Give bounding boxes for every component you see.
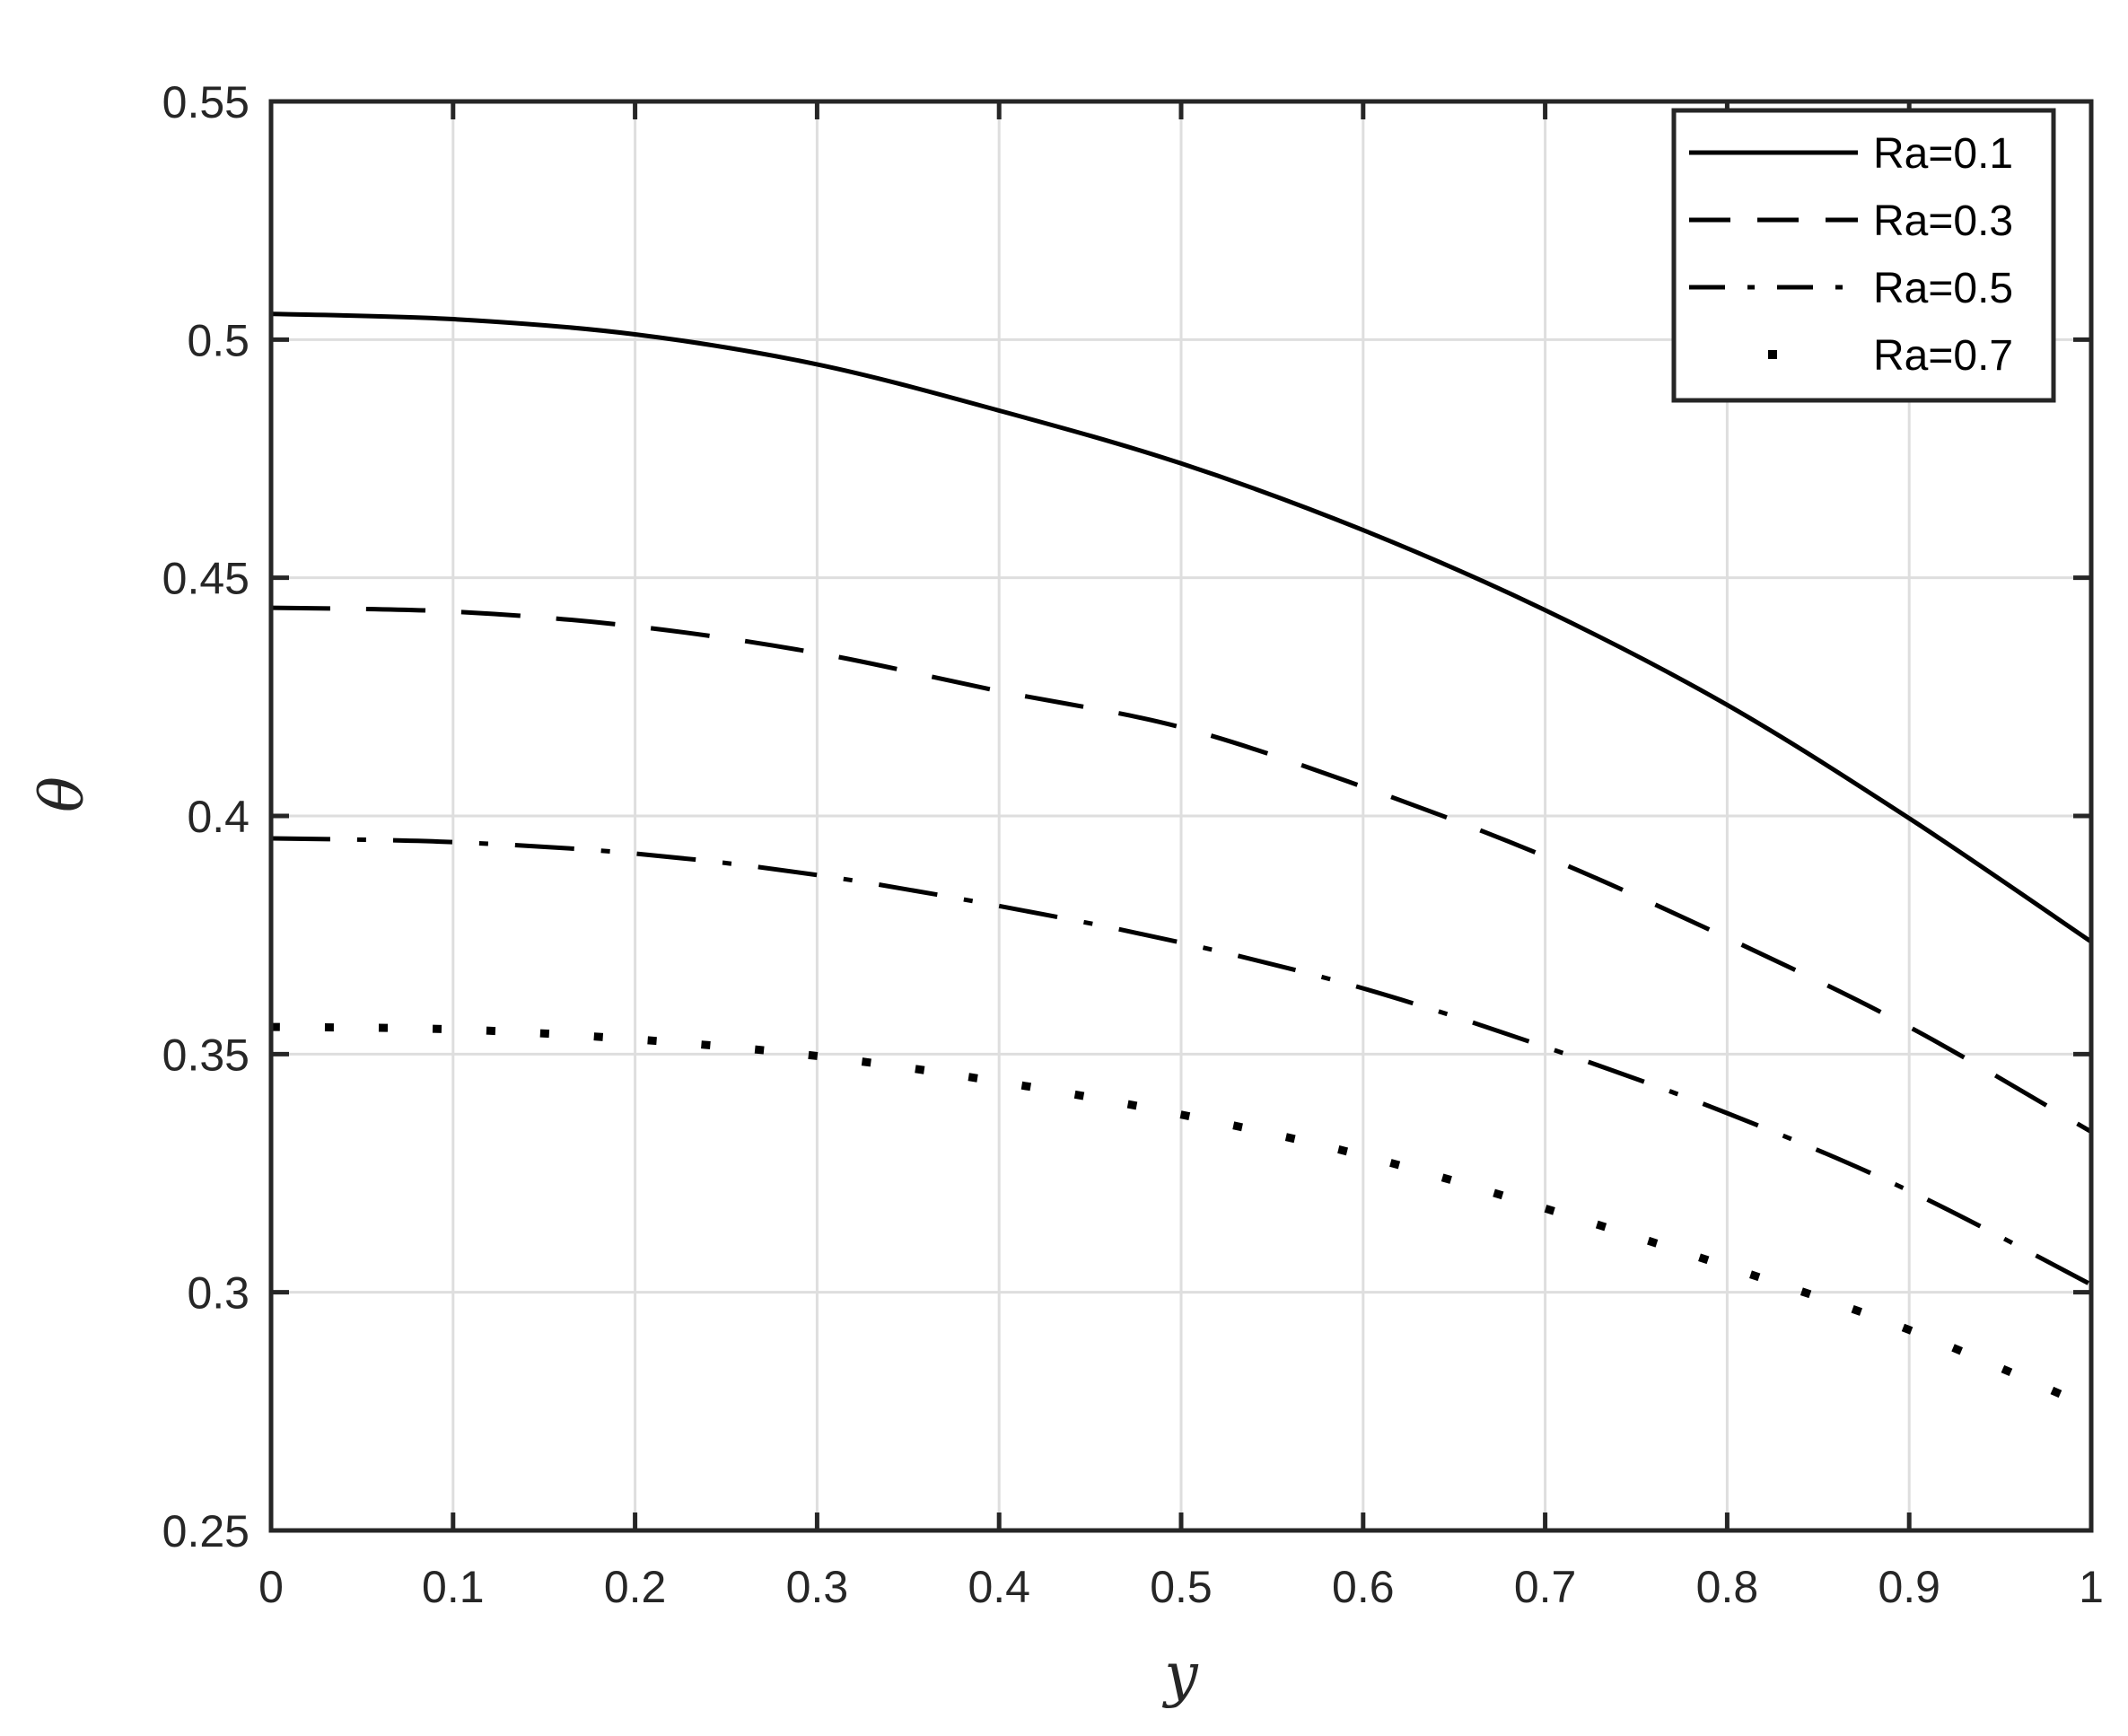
y-tick-label: 0.5: [187, 315, 250, 365]
y-tick-label: 0.4: [187, 792, 250, 842]
series-ra-0-3: [270, 605, 2093, 1134]
legend: Ra=0.1 Ra=0.3 Ra=0.5 Ra=0.7: [1671, 108, 2056, 403]
legend-box: [1671, 108, 2056, 403]
x-tick-label: 0.1: [422, 1562, 485, 1612]
x-tick-label: 0: [258, 1562, 284, 1612]
y-tick-label: 0.55: [162, 77, 250, 127]
x-tick-label: 0.5: [1150, 1562, 1213, 1612]
y-tick-label: 0.25: [162, 1506, 250, 1556]
series-ra-0-7: [270, 1022, 2093, 1412]
x-tick-label: 0.9: [1878, 1562, 1940, 1612]
x-tick-label: 0.7: [1514, 1562, 1577, 1612]
x-tick-label: 1: [2079, 1562, 2104, 1612]
series-ra-0-1: [270, 311, 2093, 944]
y-tick-label: 0.3: [187, 1268, 250, 1319]
y-tick-label: 0.35: [162, 1030, 250, 1080]
x-tick-label: 0.8: [1696, 1562, 1759, 1612]
axis-ticks: [268, 99, 2094, 1533]
x-tick-label: 0.6: [1332, 1562, 1395, 1612]
legend-label-ra-0-1: Ra=0.1: [1873, 130, 2013, 178]
y-axis-label: θ: [28, 776, 97, 812]
legend-label-ra-0-3: Ra=0.3: [1873, 197, 2013, 245]
legend-label-ra-0-7: Ra=0.7: [1873, 332, 2013, 380]
legend-marker-ra-0-7: [1768, 350, 1777, 359]
x-tick-label: 0.4: [968, 1562, 1030, 1612]
x-tick-label: 0.2: [604, 1562, 667, 1612]
legend-label-ra-0-5: Ra=0.5: [1873, 265, 2013, 312]
x-tick-label: 0.3: [786, 1562, 849, 1612]
x-axis-label: y: [1161, 1640, 1198, 1709]
y-tick-labels: 0.25 0.3 0.35 0.4 0.45 0.5 0.55: [162, 77, 250, 1556]
x-tick-labels: 0 0.1 0.2 0.3 0.4 0.5 0.6 0.7 0.8 0.9 1: [258, 1562, 2104, 1612]
y-tick-label: 0.45: [162, 554, 250, 604]
data-series: [270, 311, 2093, 1412]
